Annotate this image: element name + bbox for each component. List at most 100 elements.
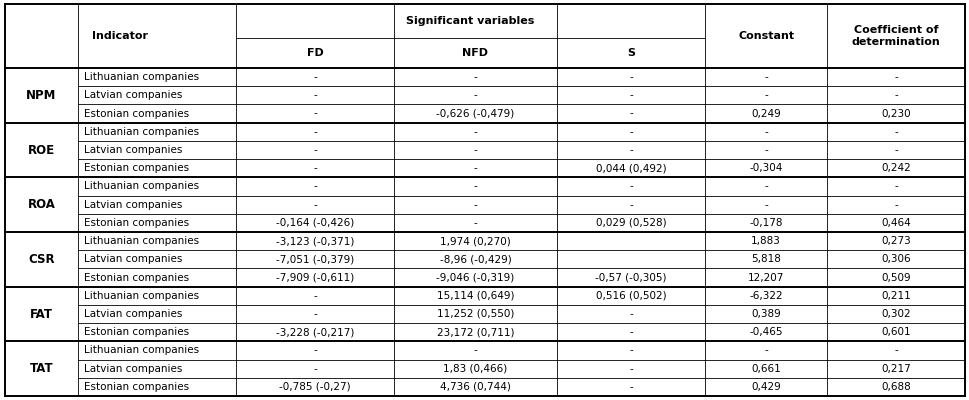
Text: -: -: [313, 291, 317, 301]
Text: -0,164 (-0,426): -0,164 (-0,426): [275, 218, 354, 228]
Text: -9,046 (-0,319): -9,046 (-0,319): [436, 272, 515, 282]
Text: 23,172 (0,711): 23,172 (0,711): [436, 327, 514, 337]
Text: Indicator: Indicator: [92, 31, 148, 41]
Text: 0,242: 0,242: [881, 163, 910, 173]
Text: -: -: [764, 90, 767, 100]
Text: Estonian companies: Estonian companies: [83, 108, 189, 118]
Text: ROE: ROE: [28, 144, 55, 156]
Text: 0,302: 0,302: [881, 309, 910, 319]
Text: -0,178: -0,178: [749, 218, 782, 228]
Text: -: -: [764, 346, 767, 356]
Text: TAT: TAT: [29, 362, 53, 375]
Text: Significant variables: Significant variables: [406, 16, 534, 26]
Text: -: -: [629, 108, 632, 118]
Text: -: -: [893, 127, 897, 137]
Text: -0,465: -0,465: [749, 327, 782, 337]
Text: -: -: [629, 182, 632, 192]
Text: FAT: FAT: [30, 308, 52, 320]
Text: -: -: [313, 163, 317, 173]
Text: 0,429: 0,429: [750, 382, 780, 392]
Text: -: -: [764, 145, 767, 155]
Text: -: -: [764, 72, 767, 82]
Text: 0,306: 0,306: [881, 254, 910, 264]
Text: 0,044 (0,492): 0,044 (0,492): [595, 163, 666, 173]
Text: -: -: [473, 218, 477, 228]
Text: -: -: [313, 309, 317, 319]
Text: -3,123 (-0,371): -3,123 (-0,371): [275, 236, 354, 246]
Text: -: -: [473, 127, 477, 137]
Text: Estonian companies: Estonian companies: [83, 382, 189, 392]
Text: -: -: [629, 327, 632, 337]
Text: -8,96 (-0,429): -8,96 (-0,429): [439, 254, 511, 264]
Text: -3,228 (-0,217): -3,228 (-0,217): [275, 327, 354, 337]
Text: 11,252 (0,550): 11,252 (0,550): [436, 309, 514, 319]
Text: -: -: [764, 200, 767, 210]
Text: -: -: [629, 200, 632, 210]
Text: 0,217: 0,217: [881, 364, 910, 374]
Text: -: -: [473, 90, 477, 100]
Text: -: -: [313, 200, 317, 210]
Text: 15,114 (0,649): 15,114 (0,649): [436, 291, 514, 301]
Text: 12,207: 12,207: [747, 272, 784, 282]
Text: 0,273: 0,273: [881, 236, 910, 246]
Text: -: -: [473, 182, 477, 192]
Text: Lithuanian companies: Lithuanian companies: [83, 236, 199, 246]
Text: -: -: [893, 145, 897, 155]
Text: CSR: CSR: [28, 253, 54, 266]
Text: ROA: ROA: [27, 198, 55, 211]
Text: 1,83 (0,466): 1,83 (0,466): [443, 364, 507, 374]
Text: -7,909 (-0,611): -7,909 (-0,611): [275, 272, 354, 282]
Text: FD: FD: [306, 48, 323, 58]
Text: 5,818: 5,818: [750, 254, 780, 264]
Text: 0,249: 0,249: [750, 108, 780, 118]
Text: S: S: [626, 48, 635, 58]
Text: Latvian companies: Latvian companies: [83, 364, 182, 374]
Text: Estonian companies: Estonian companies: [83, 327, 189, 337]
Text: 0,029 (0,528): 0,029 (0,528): [595, 218, 666, 228]
Text: -: -: [629, 72, 632, 82]
Text: -: -: [473, 163, 477, 173]
Text: Latvian companies: Latvian companies: [83, 254, 182, 264]
Text: -: -: [629, 90, 632, 100]
Text: -: -: [313, 145, 317, 155]
Text: Estonian companies: Estonian companies: [83, 218, 189, 228]
Text: -: -: [629, 382, 632, 392]
Text: -6,322: -6,322: [748, 291, 782, 301]
Text: -: -: [764, 127, 767, 137]
Text: Latvian companies: Latvian companies: [83, 145, 182, 155]
Text: -0,57 (-0,305): -0,57 (-0,305): [595, 272, 666, 282]
Text: 1,974 (0,270): 1,974 (0,270): [440, 236, 511, 246]
Text: Lithuanian companies: Lithuanian companies: [83, 182, 199, 192]
Text: -: -: [313, 108, 317, 118]
Text: -: -: [313, 364, 317, 374]
Text: Coefficient of
determination: Coefficient of determination: [851, 25, 940, 47]
Text: Constant: Constant: [737, 31, 794, 41]
Text: -0,626 (-0,479): -0,626 (-0,479): [436, 108, 515, 118]
Text: -0,304: -0,304: [749, 163, 782, 173]
Text: -: -: [313, 346, 317, 356]
Text: -: -: [473, 346, 477, 356]
Text: Latvian companies: Latvian companies: [83, 90, 182, 100]
Text: -: -: [313, 182, 317, 192]
Text: 0,601: 0,601: [881, 327, 910, 337]
Text: Lithuanian companies: Lithuanian companies: [83, 127, 199, 137]
Text: Latvian companies: Latvian companies: [83, 309, 182, 319]
Text: -: -: [764, 182, 767, 192]
Text: -: -: [893, 200, 897, 210]
Text: -: -: [473, 72, 477, 82]
Text: -: -: [473, 200, 477, 210]
Text: 0,230: 0,230: [881, 108, 910, 118]
Text: 0,464: 0,464: [881, 218, 910, 228]
Text: -: -: [893, 346, 897, 356]
Text: -: -: [893, 72, 897, 82]
Text: -: -: [893, 90, 897, 100]
Text: NFD: NFD: [462, 48, 488, 58]
Text: 0,661: 0,661: [750, 364, 780, 374]
Text: Estonian companies: Estonian companies: [83, 163, 189, 173]
Text: 0,211: 0,211: [881, 291, 910, 301]
Text: -: -: [629, 145, 632, 155]
Text: -: -: [473, 145, 477, 155]
Text: 4,736 (0,744): 4,736 (0,744): [440, 382, 511, 392]
Text: 0,516 (0,502): 0,516 (0,502): [595, 291, 666, 301]
Text: -: -: [313, 90, 317, 100]
